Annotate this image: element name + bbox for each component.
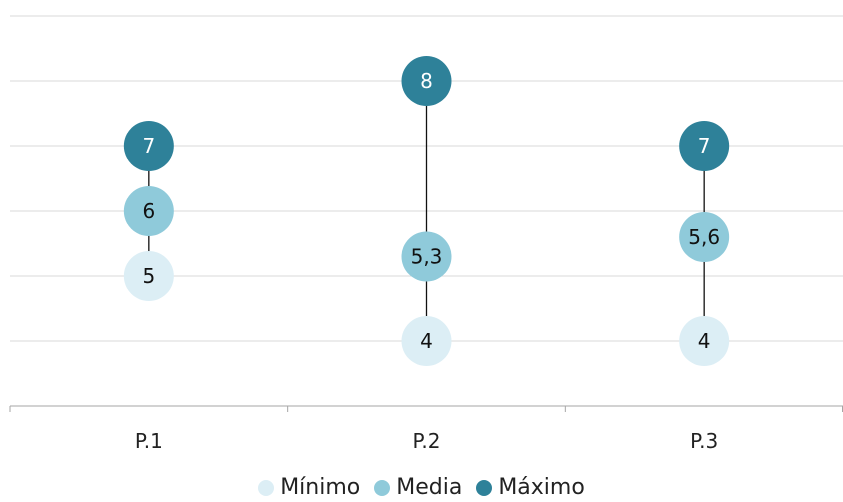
data-point bbox=[401, 56, 452, 106]
data-label: 5 bbox=[142, 264, 155, 288]
legend-item-minimo: Mínimo bbox=[258, 477, 360, 499]
data-label: 7 bbox=[142, 134, 155, 158]
data-point bbox=[123, 186, 174, 236]
legend: Mínimo Media Máximo bbox=[0, 477, 843, 502]
legend-item-maximo: Máximo bbox=[476, 477, 585, 499]
data-point bbox=[679, 212, 730, 262]
legend-label-media: Media bbox=[396, 475, 463, 500]
legend-swatch-maximo bbox=[476, 480, 493, 496]
data-label: 4 bbox=[698, 329, 711, 353]
legend-swatch-media bbox=[374, 480, 391, 496]
chart-plot: P.1 P.2 P.3 5 4 4 6 5,3 5,6 7 8 7 bbox=[9, 15, 843, 453]
legend-label-maximo: Máximo bbox=[498, 475, 585, 500]
legend-swatch-minimo bbox=[258, 480, 275, 496]
x-tick-label: P.2 bbox=[412, 429, 440, 453]
legend-label-minimo: Mínimo bbox=[280, 475, 361, 500]
data-label: 7 bbox=[698, 134, 711, 158]
data-point bbox=[401, 316, 452, 366]
data-point bbox=[401, 231, 452, 282]
data-point bbox=[679, 121, 730, 171]
legend-item-media: Media bbox=[374, 477, 462, 499]
data-label: 6 bbox=[142, 199, 155, 223]
data-label: 8 bbox=[420, 69, 433, 93]
x-tick-label: P.3 bbox=[690, 429, 718, 453]
data-label: 5,6 bbox=[688, 225, 720, 249]
data-label: 4 bbox=[420, 329, 433, 353]
x-tick-label: P.1 bbox=[135, 429, 163, 453]
data-point bbox=[679, 316, 730, 366]
data-point bbox=[123, 121, 174, 171]
data-label: 5,3 bbox=[411, 245, 443, 269]
data-point bbox=[123, 251, 174, 301]
